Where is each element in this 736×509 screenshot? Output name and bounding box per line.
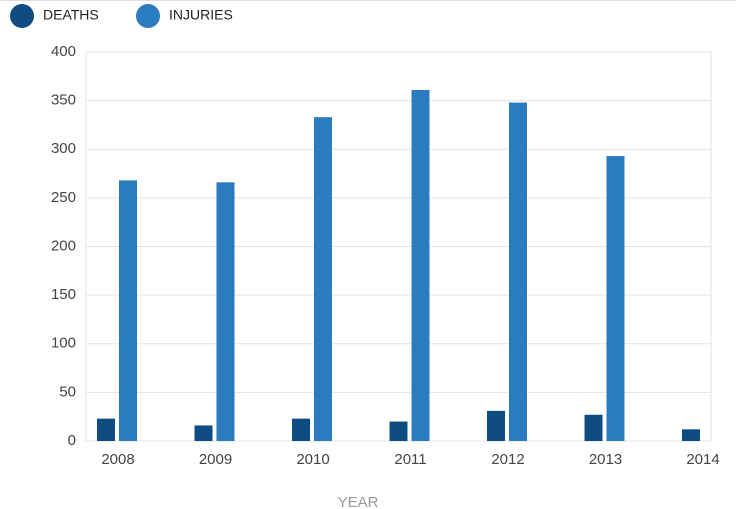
bar	[487, 410, 505, 441]
legend-label: INJURIES	[169, 7, 233, 23]
legend-swatch	[136, 4, 160, 28]
x-tick-label: 2014	[686, 451, 719, 468]
bar	[389, 421, 408, 441]
x-tick-label: 2008	[101, 451, 134, 468]
bar	[119, 180, 137, 441]
bar	[97, 418, 115, 441]
y-tick-label: 50	[59, 383, 76, 400]
bar	[509, 102, 527, 441]
x-axis-title: YEAR	[338, 494, 379, 509]
bar	[314, 117, 332, 441]
y-tick-label: 0	[68, 432, 76, 449]
legend-swatch	[10, 4, 34, 28]
bar	[216, 182, 235, 441]
legend: DEATHS INJURIES	[10, 4, 233, 28]
x-tick-label: 2010	[296, 451, 329, 468]
legend-label: DEATHS	[43, 7, 99, 23]
x-tick-label: 2011	[394, 451, 426, 468]
x-tick-label: 2009	[199, 451, 232, 468]
bar	[194, 425, 213, 441]
bar	[606, 156, 625, 441]
bar	[411, 89, 430, 442]
x-tick-label: 2012	[491, 451, 524, 468]
bar	[584, 414, 603, 441]
x-tick-label: 2013	[589, 451, 622, 468]
bar	[292, 418, 310, 441]
y-tick-label: 100	[51, 335, 76, 352]
y-tick-label: 300	[51, 140, 76, 157]
y-tick-label: 350	[51, 92, 76, 109]
y-tick-label: 150	[51, 286, 76, 303]
y-tick-label: 250	[51, 189, 76, 206]
y-tick-label: 400	[51, 43, 76, 60]
bar	[682, 429, 700, 441]
y-tick-label: 200	[51, 237, 76, 254]
